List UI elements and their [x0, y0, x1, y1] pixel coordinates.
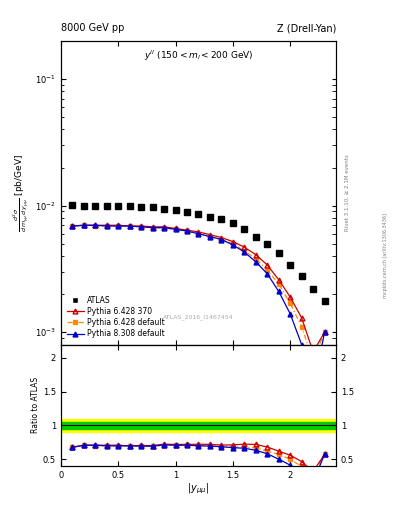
Bar [61, 422, 336, 429]
Text: ATLAS_2016_I1467454: ATLAS_2016_I1467454 [163, 314, 234, 320]
Y-axis label: Rivet 3.1.10, ≥ 2.1M events: Rivet 3.1.10, ≥ 2.1M events [345, 154, 350, 231]
Text: mcplots.cern.ch [arXiv:1306.3436]: mcplots.cern.ch [arXiv:1306.3436] [384, 214, 388, 298]
Legend: ATLAS, Pythia 6.428 370, Pythia 6.428 default, Pythia 8.308 default: ATLAS, Pythia 6.428 370, Pythia 6.428 de… [65, 293, 167, 340]
Bar [61, 419, 336, 432]
X-axis label: $|y_{\mu\mu}|$: $|y_{\mu\mu}|$ [187, 481, 209, 496]
Y-axis label: $\frac{d^2\sigma}{d\,m_{\mu\mu}\,d\,y_{\mu\mu}}\ \mathrm{[pb/GeV]}$: $\frac{d^2\sigma}{d\,m_{\mu\mu}\,d\,y_{\… [11, 154, 31, 232]
Text: 8000 GeV pp: 8000 GeV pp [61, 23, 124, 33]
Text: $y^{ll}\ (150 < m_{l} < 200\ \mathrm{GeV})$: $y^{ll}\ (150 < m_{l} < 200\ \mathrm{GeV… [143, 49, 253, 63]
Text: Z (Drell-Yan): Z (Drell-Yan) [277, 23, 336, 33]
Y-axis label: Ratio to ATLAS: Ratio to ATLAS [31, 377, 40, 433]
